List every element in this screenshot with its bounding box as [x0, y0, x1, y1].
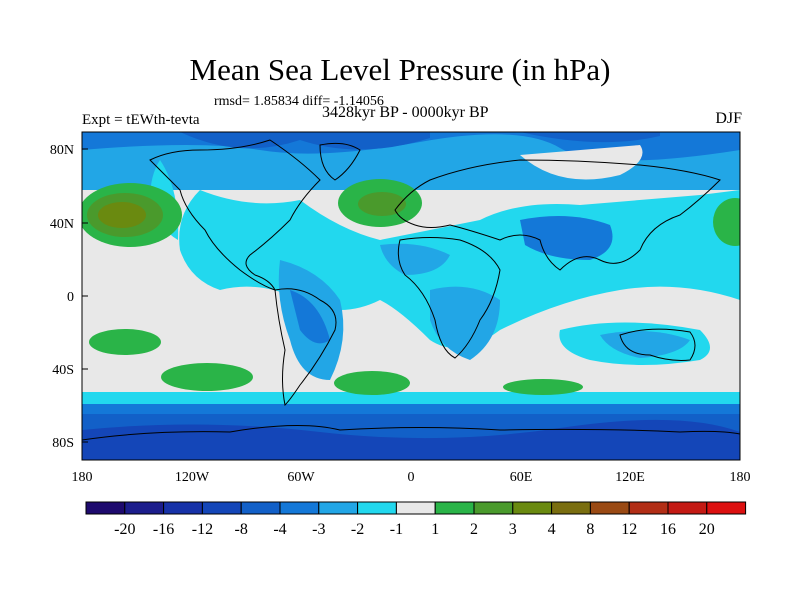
- colorbar-swatch: [85, 501, 126, 515]
- colorbar-swatch: [395, 501, 436, 515]
- lon-tick-label: 180: [730, 470, 751, 485]
- lon-tick-label: 120E: [615, 470, 645, 485]
- colorbar-label: 16: [660, 521, 676, 538]
- colorbar-label: -16: [153, 521, 174, 538]
- lat-tick-label: 0: [67, 290, 74, 305]
- colorbar-swatch: [706, 501, 747, 515]
- colorbar-swatch: [667, 501, 708, 515]
- colorbar-label: 2: [470, 521, 478, 538]
- lat-tick-label: 80S: [52, 436, 74, 451]
- lat-tick-label: 80N: [50, 143, 74, 158]
- colorbar-swatch: [473, 501, 514, 515]
- colorbar-label: -8: [235, 521, 248, 538]
- colorbar-label: 3: [509, 521, 517, 538]
- period-label: 3428kyr BP - 0000kyr BP: [322, 104, 489, 121]
- colorbar-swatch: [201, 501, 242, 515]
- colorbar-swatch: [163, 501, 203, 515]
- colorbar-label: 4: [548, 521, 556, 538]
- colorbar-label: -20: [114, 521, 135, 538]
- colorbar-swatch: [589, 501, 630, 515]
- colorbar-swatch: [434, 501, 475, 515]
- colorbar-swatch: [279, 501, 320, 515]
- stats-label: rmsd= 1.85834 diff= -1.14056: [214, 94, 384, 109]
- lon-tick-label: 180: [72, 470, 93, 485]
- coastlines: [82, 139, 740, 441]
- colorbar-swatch: [628, 501, 669, 515]
- colorbar-label: 12: [621, 521, 637, 538]
- lon-tick-label: 60W: [287, 470, 315, 485]
- colorbar-label: -3: [312, 521, 325, 538]
- lat-tick-label: 40N: [50, 217, 74, 232]
- colorbar-label: -12: [192, 521, 213, 538]
- map-field: [82, 132, 740, 460]
- lon-tick-label: 60E: [510, 470, 533, 485]
- lat-tick-label: 40S: [52, 363, 74, 378]
- colorbar-swatch: [240, 501, 281, 515]
- lon-tick-label: 120W: [175, 470, 210, 485]
- experiment-label: Expt = tEWth-tevta: [82, 112, 200, 128]
- season-label: DJF: [715, 110, 742, 127]
- colorbar-swatch: [512, 501, 553, 515]
- colorbar-label: -2: [351, 521, 364, 538]
- lon-tick-label: 0: [408, 470, 415, 485]
- lat-ticks: 80N 40N 0 40S 80S: [50, 143, 88, 451]
- colorbar-swatch: [124, 501, 165, 515]
- lon-ticks: 180 120W 60W 0 60E 120E 180: [72, 470, 751, 485]
- colorbar-label: 1: [431, 521, 439, 538]
- colorbar-swatch: [318, 501, 359, 515]
- colorbar-label: 8: [586, 521, 594, 538]
- colorbar-label: -1: [390, 521, 403, 538]
- colorbar-label: -4: [273, 521, 286, 538]
- map-title: Mean Sea Level Pressure (in hPa): [189, 52, 611, 87]
- colorbar-swatch: [357, 501, 397, 515]
- colorbar-label: 20: [699, 521, 715, 538]
- colorbar-swatch: [551, 501, 591, 515]
